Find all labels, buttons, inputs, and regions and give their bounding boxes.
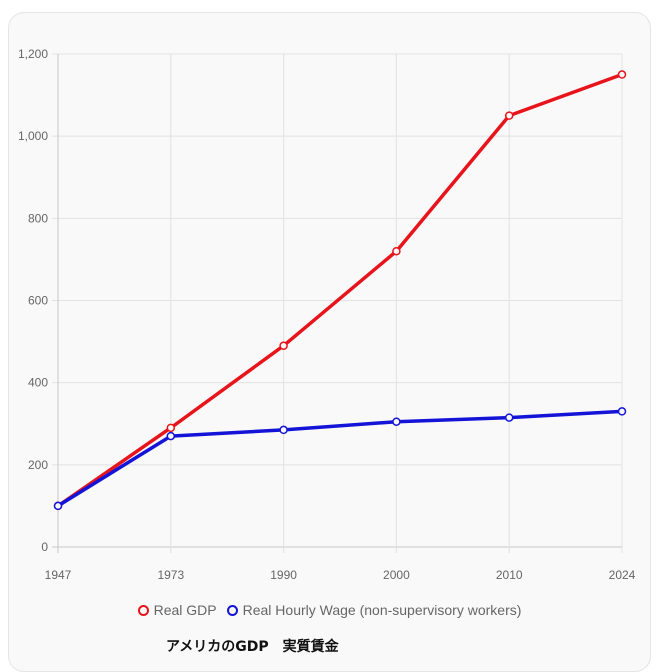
data-point-real-hourly-wage-non-supervisory-workers[interactable] — [166, 431, 176, 441]
x-tick-label: 2024 — [609, 568, 636, 582]
data-point-real-gdp[interactable] — [617, 70, 627, 79]
legend-marker-real-hourly-wage — [226, 604, 238, 616]
y-tick-label: 1,000 — [18, 129, 48, 143]
data-point-real-hourly-wage-non-supervisory-workers[interactable] — [617, 407, 627, 416]
chart-card — [8, 12, 651, 672]
x-tick-label: 1973 — [157, 568, 184, 582]
data-point-real-hourly-wage-non-supervisory-workers[interactable] — [392, 417, 401, 426]
x-tick-label: 2000 — [383, 568, 410, 582]
legend: Real GDP Real Hourly Wage (non-superviso… — [0, 602, 659, 618]
data-point-real-hourly-wage-non-supervisory-workers[interactable] — [504, 413, 514, 422]
data-point-real-hourly-wage-non-supervisory-workers[interactable] — [279, 425, 288, 435]
series-layer — [53, 70, 627, 511]
data-point-real-gdp[interactable] — [504, 111, 514, 120]
legend-label-real-gdp: Real GDP — [153, 602, 217, 618]
legend-marker-real-gdp — [137, 604, 149, 616]
data-point-real-gdp[interactable] — [166, 423, 176, 433]
data-point-real-gdp[interactable] — [392, 246, 401, 256]
series-line-real-hourly-wage-non-supervisory-workers — [56, 409, 624, 508]
legend-item-real-hourly-wage[interactable]: Real Hourly Wage (non-supervisory worker… — [226, 602, 522, 618]
series-line-real-gdp — [56, 72, 624, 508]
legend-label-real-hourly-wage: Real Hourly Wage (non-supervisory worker… — [242, 602, 522, 618]
y-tick-label: 600 — [28, 294, 48, 308]
y-tick-label: 1,200 — [18, 47, 48, 61]
data-point-real-gdp[interactable] — [279, 341, 288, 350]
x-tick-label: 1990 — [270, 568, 297, 582]
y-tick-label: 400 — [28, 376, 48, 390]
y-tick-label: 200 — [28, 458, 48, 472]
chart-caption: アメリカのGDP 実質賃金 — [166, 639, 339, 655]
legend-item-real-gdp[interactable]: Real GDP — [137, 602, 217, 618]
x-tick-label: 1947 — [45, 568, 72, 582]
x-tick-label: 2010 — [496, 568, 523, 582]
y-tick-label: 0 — [41, 540, 48, 554]
data-point-real-hourly-wage-non-supervisory-workers[interactable] — [53, 501, 63, 511]
axes: 0 200 400 600 800 1,000 1,200 1947 1973 1990 2000 2… — [18, 47, 636, 582]
grid — [52, 53, 623, 553]
y-tick-label: 800 — [28, 211, 48, 225]
